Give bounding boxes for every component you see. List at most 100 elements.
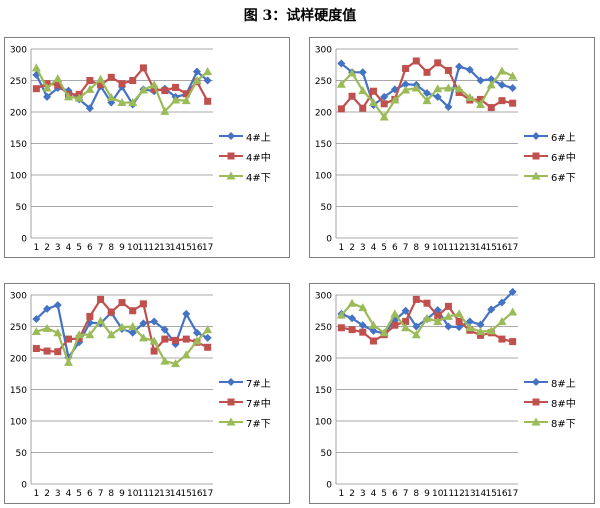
- data-point: [204, 343, 212, 351]
- data-point: [129, 77, 137, 84]
- legend-label: 4#上: [246, 132, 271, 144]
- data-point: [423, 68, 431, 76]
- data-point: [74, 93, 84, 102]
- y-tick-label: 100: [315, 172, 332, 182]
- legend-marker: [227, 152, 235, 160]
- data-point: [160, 106, 170, 115]
- data-point: [359, 104, 367, 112]
- legend-marker: [532, 152, 540, 160]
- data-point: [107, 73, 115, 81]
- data-point: [422, 96, 432, 105]
- chart-panel-8: 0 50 100 150 200 250 300 1 2 3 4 5 6 7 8 9 10 11 12 13 14 15 1…: [309, 283, 595, 504]
- x-tick-label: 8: [108, 243, 114, 253]
- data-point: [486, 326, 496, 335]
- x-tick-label: 12: [453, 489, 464, 499]
- data-point: [31, 63, 41, 72]
- data-point: [139, 300, 147, 308]
- data-point: [465, 65, 474, 74]
- diamond-marker: [219, 131, 243, 141]
- x-tick-label: 15: [486, 489, 497, 499]
- x-tick-label: 7: [403, 243, 409, 253]
- x-tick-label: 13: [464, 243, 475, 253]
- data-point: [97, 81, 105, 89]
- data-point: [337, 324, 345, 332]
- legend-item: 6#下: [524, 166, 576, 186]
- data-point: [118, 80, 126, 88]
- legend-item: 4#中: [219, 146, 271, 166]
- y-tick-label: 200: [315, 355, 332, 365]
- data-point: [86, 77, 94, 84]
- data-point: [358, 321, 367, 330]
- data-point: [161, 335, 169, 343]
- data-point: [379, 112, 389, 121]
- x-tick-label: 13: [159, 489, 170, 499]
- data-point: [85, 84, 95, 93]
- x-tick-label: 2: [44, 489, 50, 499]
- data-point: [487, 305, 496, 314]
- data-point: [487, 104, 495, 112]
- data-point: [487, 75, 496, 84]
- y-tick-label: 100: [315, 418, 332, 428]
- data-point: [128, 98, 138, 107]
- x-tick-label: 7: [98, 243, 104, 253]
- data-point: [192, 336, 202, 345]
- legend-item: 8#中: [524, 392, 576, 412]
- x-tick-label: 5: [76, 489, 82, 499]
- legend-item: 7#中: [219, 392, 271, 412]
- data-point: [337, 105, 345, 113]
- data-point: [433, 84, 443, 93]
- x-tick-label: 16: [191, 489, 203, 499]
- y-tick-label: 200: [10, 109, 27, 119]
- legend-label: 8#下: [551, 418, 576, 430]
- data-point: [32, 85, 40, 93]
- data-point: [150, 85, 158, 93]
- data-point: [74, 330, 84, 339]
- x-tick-label: 1: [33, 243, 39, 253]
- data-point: [509, 338, 517, 346]
- data-point: [497, 298, 506, 307]
- x-tick-label: 6: [392, 489, 398, 499]
- data-point: [347, 298, 357, 307]
- x-tick-label: 17: [202, 489, 213, 499]
- figure-title: 图 3：试样硬度值: [243, 8, 357, 24]
- legend-item: 4#下: [219, 166, 271, 186]
- data-point: [497, 66, 507, 75]
- data-point: [150, 317, 159, 326]
- data-point: [455, 88, 463, 96]
- data-point: [347, 68, 357, 77]
- data-point: [172, 83, 180, 91]
- x-tick-label: 11: [443, 243, 454, 253]
- data-point: [32, 314, 41, 323]
- y-tick-label: 100: [10, 172, 27, 182]
- y-tick-label: 200: [10, 355, 27, 365]
- data-point: [454, 84, 464, 93]
- data-point: [369, 326, 378, 335]
- data-point: [53, 74, 63, 83]
- data-point: [138, 333, 148, 342]
- data-point: [182, 90, 190, 98]
- y-tick-label: 0: [326, 481, 332, 491]
- data-point: [508, 84, 517, 93]
- data-point: [477, 331, 485, 339]
- y-tick-label: 250: [10, 77, 27, 87]
- data-point: [348, 92, 356, 100]
- y-tick-label: 300: [315, 292, 332, 302]
- legend-label: 7#中: [246, 398, 271, 410]
- data-point: [497, 316, 507, 325]
- data-point: [117, 98, 127, 107]
- data-point: [203, 76, 212, 85]
- legend: 4#上 4#中 4#下: [219, 126, 271, 186]
- legend-marker: [531, 171, 541, 180]
- x-tick-label: 10: [432, 243, 444, 253]
- data-point: [423, 299, 431, 307]
- data-point: [368, 98, 378, 107]
- data-point: [476, 99, 486, 108]
- data-point: [390, 309, 400, 318]
- y-tick-label: 150: [315, 386, 332, 396]
- square-marker: [524, 151, 548, 161]
- x-tick-label: 10: [127, 243, 139, 253]
- data-point: [54, 348, 62, 356]
- data-point: [391, 321, 399, 329]
